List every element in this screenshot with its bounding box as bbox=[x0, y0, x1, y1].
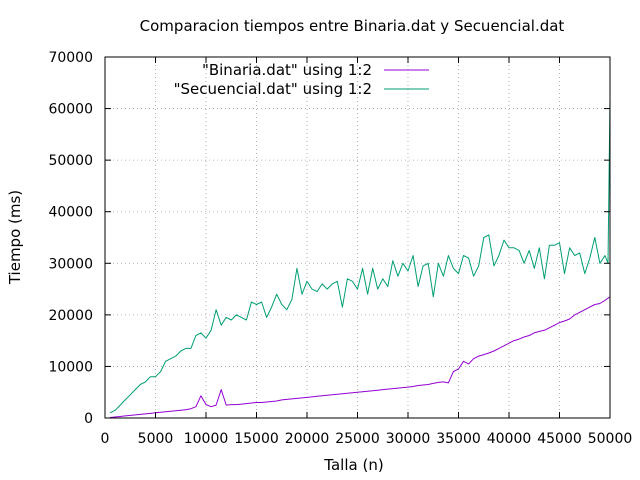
x-tick-label: 10000 bbox=[184, 431, 229, 447]
grid bbox=[105, 57, 610, 418]
series-line-1 bbox=[109, 296, 611, 418]
x-tick-label: 40000 bbox=[487, 431, 532, 447]
x-tick-label: 25000 bbox=[335, 431, 380, 447]
y-tick-label: 20000 bbox=[48, 308, 93, 324]
y-axis-title: Tiempo (ms) bbox=[6, 190, 24, 285]
x-tick-label: 20000 bbox=[285, 431, 330, 447]
legend: "Binaria.dat" using 1:2"Secuencial.dat" … bbox=[174, 61, 429, 98]
y-tick-label: 40000 bbox=[48, 205, 93, 221]
x-tick-label: 45000 bbox=[537, 431, 582, 447]
y-tick-label: 0 bbox=[84, 411, 93, 427]
x-tick-label: 5000 bbox=[138, 431, 174, 447]
x-tick-label: 50000 bbox=[588, 431, 633, 447]
x-tick-label: 30000 bbox=[386, 431, 431, 447]
series-layer bbox=[109, 98, 611, 418]
y-tick-label: 10000 bbox=[48, 359, 93, 375]
series-line-2 bbox=[109, 98, 611, 414]
legend-label: "Secuencial.dat" using 1:2 bbox=[174, 80, 372, 98]
x-tick-label: 35000 bbox=[436, 431, 481, 447]
y-tick-label: 50000 bbox=[48, 153, 93, 169]
legend-label: "Binaria.dat" using 1:2 bbox=[202, 61, 372, 79]
chart-title: Comparacion tiempos entre Binaria.dat y … bbox=[140, 17, 565, 35]
x-tick-label: 15000 bbox=[234, 431, 279, 447]
x-tick-label: 0 bbox=[101, 431, 110, 447]
x-axis-ticks: 0 5000 10000 15000 20000 25000 30000 35000 40000… bbox=[101, 57, 633, 447]
y-tick-label: 30000 bbox=[48, 256, 93, 272]
x-axis-title: Talla (n) bbox=[323, 456, 383, 474]
y-axis-ticks: 0 10000 20000 30000 40000 50000 60000 70000 bbox=[48, 50, 610, 427]
y-tick-label: 60000 bbox=[48, 102, 93, 118]
y-tick-label: 70000 bbox=[48, 50, 93, 66]
